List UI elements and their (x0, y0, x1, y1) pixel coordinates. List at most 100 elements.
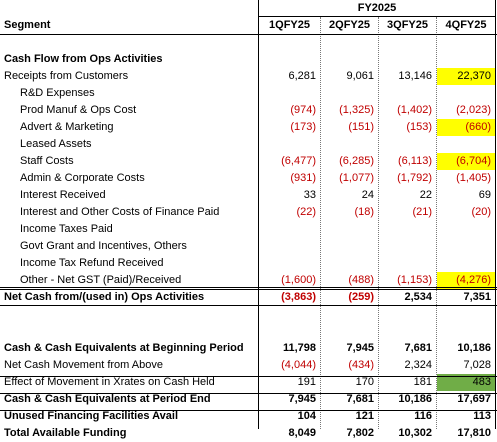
value-cell: 7,681 (346, 393, 374, 405)
value-cell (321, 255, 378, 272)
value-cell: 24 (361, 189, 374, 201)
ops-total-border (0, 287, 497, 290)
value-cell (259, 255, 320, 272)
value-cell (321, 221, 378, 238)
value-cell: 113 (473, 410, 491, 422)
table-row: R&D Expenses (0, 85, 497, 102)
value-cell: 69 (478, 189, 491, 201)
table-row: Net Cash from/(used in) Ops Activities (3… (0, 289, 497, 306)
value-cell: (20) (471, 206, 491, 218)
value-cell: (1,405) (456, 172, 491, 184)
value-cell: 191 (297, 376, 316, 388)
value-cell: 8,049 (288, 427, 316, 439)
header-underline (0, 34, 497, 35)
table-row: Cash Flow from Ops Activities (0, 51, 497, 68)
value-cell (259, 306, 320, 323)
value-cell: 10,186 (398, 393, 432, 405)
row-label: Other - Net GST (Paid)/Received (20, 274, 182, 286)
value-cell (321, 238, 378, 255)
value-cell: (1,402) (397, 104, 432, 116)
row-label: R&D Expenses (20, 87, 95, 99)
value-cell: (3,863) (281, 291, 316, 303)
value-cell: 483 (437, 374, 495, 391)
value-cell: 22,370 (437, 68, 495, 85)
column-divider (378, 17, 379, 429)
value-cell: (660) (437, 119, 495, 136)
value-cell: (434) (348, 359, 374, 371)
value-cell: 121 (355, 410, 374, 422)
table-row: Staff Costs (6,477) (6,285) (6,113) (6,704) (0, 153, 497, 170)
table-row: Income Tax Refund Received (0, 255, 497, 272)
value-cell: 9,061 (346, 70, 374, 82)
row-label: Cash & Cash Equivalents at Period End (4, 393, 211, 405)
value-cell: 170 (355, 376, 374, 388)
row-label: Cash & Cash Equivalents at Beginning Per… (4, 342, 244, 354)
value-cell (321, 85, 378, 102)
value-cell (379, 255, 436, 272)
table-row: Interest and Other Costs of Finance Paid… (0, 204, 497, 221)
value-cell: 17,810 (457, 427, 491, 439)
value-cell: 10,302 (398, 427, 432, 439)
table-row: Advert & Marketing (173) (151) (153) (660) (0, 119, 497, 136)
period-end-border (0, 376, 497, 377)
value-cell: 22 (419, 189, 432, 201)
value-cell: (22) (296, 206, 316, 218)
value-cell (259, 323, 320, 340)
fy-header: FY2025 (357, 2, 397, 14)
row-label: Effect of Movement in Xrates on Cash Hel… (4, 376, 215, 388)
row-label: Govt Grant and Incentives, Others (20, 240, 187, 252)
value-cell (379, 306, 436, 323)
row-label: Cash Flow from Ops Activities (4, 53, 163, 65)
value-cell: (4,276) (437, 272, 495, 289)
row-label: Advert & Marketing (20, 121, 114, 133)
header-quarter-row: Segment 1QFY25 2QFY25 3QFY25 4QFY25 (0, 17, 497, 34)
table-row: Other - Net GST (Paid)/Received (1,600) (4… (0, 272, 497, 289)
total-border (0, 410, 497, 411)
value-cell: (931) (290, 172, 316, 184)
value-cell: 7,028 (463, 359, 491, 371)
row-label: Net Cash Movement from Above (4, 359, 163, 371)
row-label: Admin & Corporate Costs (20, 172, 145, 184)
table-row: Cash & Cash Equivalents at Beginning Per… (0, 340, 497, 357)
value-cell (437, 255, 495, 272)
row-label: Receipts from Customers (4, 70, 129, 82)
quarter-header: 2QFY25 (329, 19, 370, 31)
value-cell: (6,704) (437, 153, 495, 170)
value-cell: 7,681 (404, 342, 432, 354)
value-cell: 13,146 (398, 70, 432, 82)
quarter-header: 3QFY25 (387, 19, 428, 31)
value-cell: 7,945 (288, 393, 316, 405)
value-cell: 116 (414, 410, 432, 422)
table-row: Receipts from Customers 6,281 9,061 13,146 2… (0, 68, 497, 85)
value-cell (379, 136, 436, 153)
value-cell: (21) (412, 206, 432, 218)
value-cell (379, 85, 436, 102)
table-row: Admin & Corporate Costs (931) (1,077) (1,79… (0, 170, 497, 187)
row-label: Net Cash from/(used in) Ops Activities (4, 291, 205, 303)
value-cell: 7,945 (346, 342, 374, 354)
quarter-header: 1QFY25 (269, 19, 310, 31)
table-row: Net Cash Movement from Above (4,044) (434)… (0, 357, 497, 374)
value-cell (321, 136, 378, 153)
table-row: Govt Grant and Incentives, Others (0, 238, 497, 255)
value-cell: 7,351 (463, 291, 491, 303)
value-cell (321, 51, 378, 68)
value-cell: 11,798 (282, 342, 316, 354)
value-cell: (1,077) (339, 172, 374, 184)
value-cell: 2,324 (404, 359, 432, 371)
column-divider (258, 0, 259, 429)
table-row: Leased Assets (0, 136, 497, 153)
value-cell: 7,802 (346, 427, 374, 439)
value-cell (437, 323, 495, 340)
value-cell (379, 323, 436, 340)
value-cell: (151) (348, 121, 374, 133)
value-cell (259, 136, 320, 153)
value-cell (259, 85, 320, 102)
value-cell: (6,113) (397, 155, 432, 167)
row-label: Total Available Funding (4, 427, 127, 439)
header-fy-row: FY2025 (0, 0, 497, 17)
segment-header: Segment (4, 19, 51, 31)
value-cell: (2,023) (456, 104, 491, 116)
table-row: Effect of Movement in Xrates on Cash Hel… (0, 374, 497, 391)
row-label: Unused Financing Facilities Avail (4, 410, 179, 422)
